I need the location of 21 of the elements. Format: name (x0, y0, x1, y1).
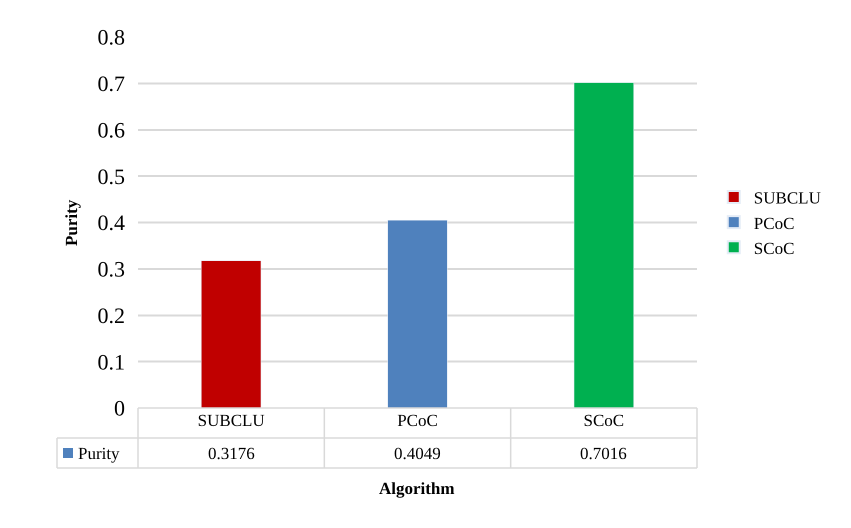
legend-label: PCoC (754, 214, 794, 233)
y-tick-label: 0.8 (98, 24, 125, 50)
legend-label: SCoC (754, 238, 794, 258)
data-label: 0.3176 (208, 444, 255, 463)
y-axis-title: Purity (62, 199, 81, 246)
y-tick-label: 0.7 (98, 71, 125, 96)
legend-label: SUBCLU (754, 188, 821, 208)
x-axis-title: Algorithm (379, 479, 455, 498)
y-tick-label: 0 (114, 396, 125, 421)
y-tick-label: 0.3 (98, 256, 125, 282)
data-label: 0.7016 (580, 444, 627, 463)
y-tick-label: 0.4 (98, 210, 125, 236)
x-tick-label: PCoC (397, 411, 438, 430)
y-tick-label: 0.6 (98, 117, 125, 142)
x-tick-label: SUBCLU (198, 411, 265, 430)
y-tick-label: 0.2 (98, 302, 125, 328)
x-tick-label: SCoC (584, 411, 624, 430)
y-tick-label: 0.1 (98, 349, 125, 374)
y-tick-label: 0.5 (98, 164, 125, 189)
text: Purity (78, 444, 120, 463)
data-label: 0.4049 (394, 444, 441, 463)
